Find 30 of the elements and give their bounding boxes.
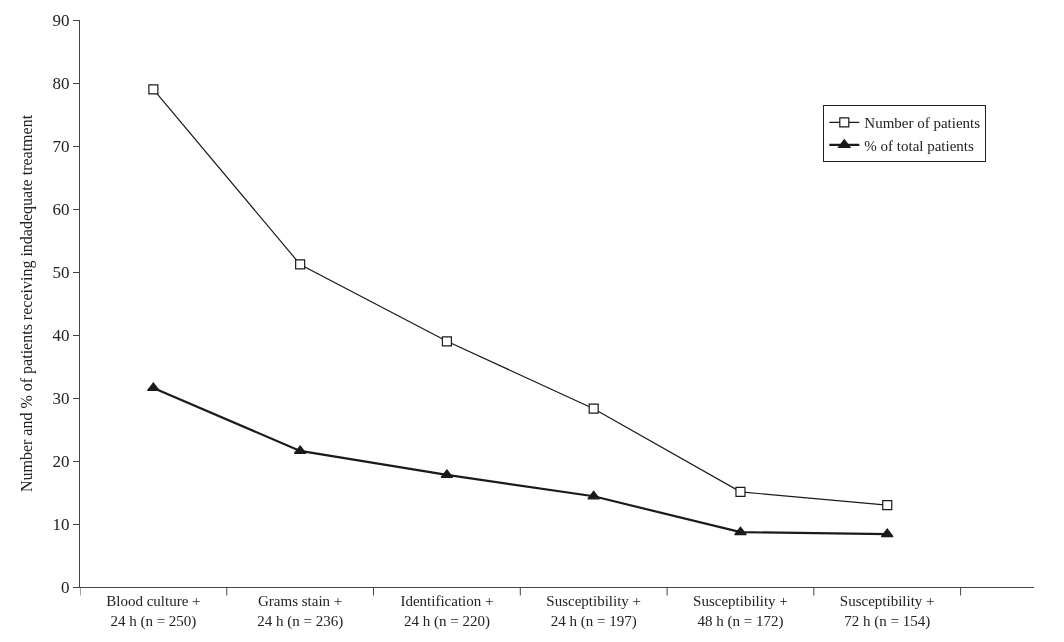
point (882, 500, 893, 511)
x-tick-label: Identification + 24 h (n = 220) (400, 593, 494, 630)
point (148, 84, 159, 95)
y-tick-label: 20 (52, 451, 70, 471)
point (587, 490, 601, 500)
y-axis-title: Number and % of patients receiving indadequate treatment (18, 114, 37, 493)
legend-label: Number of patients (864, 115, 981, 132)
x-tick-label: Susceptibility + 72 h (n = 154) (839, 593, 935, 630)
point (147, 382, 160, 392)
legend-label: % of total patients (864, 137, 975, 154)
y-tick-label: 30 (52, 388, 70, 408)
point (295, 259, 306, 270)
y-tick-label: 10 (52, 514, 70, 534)
x-tick-label: Grams stain + 24 h (n = 236) (257, 593, 344, 630)
y-tick-label: 0 (61, 577, 70, 597)
point (293, 445, 307, 455)
point (735, 486, 746, 497)
y-tick-label: 40 (52, 325, 70, 345)
point (734, 526, 747, 536)
point (880, 528, 894, 538)
y-tick-label: 70 (52, 136, 70, 156)
y-tick-label: 60 (52, 199, 70, 219)
y-tick-label: 50 (52, 262, 70, 282)
x-tick-label: Blood culture + 24 h (n = 250) (106, 593, 201, 630)
x-tick-label: Susceptibility + 24 h (n = 197) (546, 593, 642, 630)
point (441, 336, 453, 347)
point (588, 403, 599, 414)
y-tick-label: 90 (52, 10, 70, 30)
x-tick-label: Susceptibility + 48 h (n = 172) (693, 593, 788, 630)
y-tick-label: 80 (52, 73, 70, 93)
